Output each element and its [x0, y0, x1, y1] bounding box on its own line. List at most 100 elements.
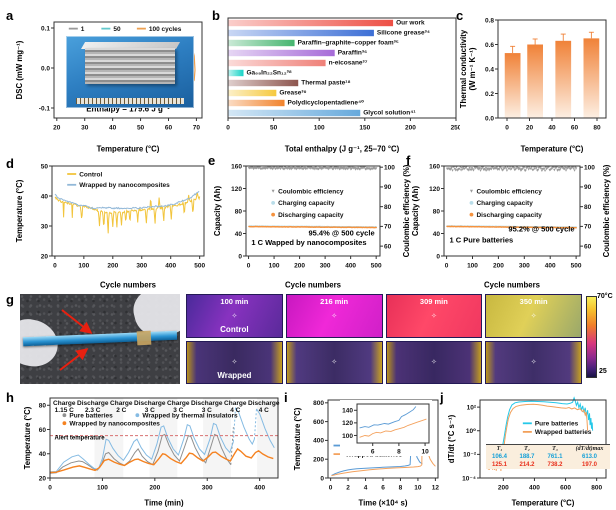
- y-axis-label: Temperature (°C): [15, 179, 24, 242]
- y-tick-label: 10⁻²: [463, 452, 477, 459]
- pt: [508, 167, 511, 171]
- legend-label: Discharging capacity: [278, 212, 344, 219]
- thermal-image-control-3: 350 min ✧: [485, 294, 582, 338]
- x-tick-label: 20: [526, 125, 534, 132]
- x-tick-label: 60: [165, 125, 173, 132]
- pt: [500, 167, 503, 170]
- pt: [461, 168, 464, 171]
- x-tick-label: 200: [493, 263, 504, 270]
- rate-label: 4 C: [259, 407, 269, 414]
- phase-label: Charge: [53, 400, 76, 407]
- x-tick-label: 50: [137, 125, 145, 132]
- bar-label: n-eicosane³⁷: [329, 60, 368, 67]
- pt: [574, 167, 578, 170]
- pt: [458, 167, 461, 171]
- x-tick-label: 50: [270, 125, 278, 132]
- x-axis-label: Temperature (°C): [97, 145, 160, 154]
- pt: [459, 169, 463, 172]
- phase-label: Discharge: [248, 400, 280, 407]
- pt: [526, 166, 530, 169]
- y-tick-label: 10⁰: [466, 428, 476, 435]
- pt: [567, 166, 571, 169]
- pt: [455, 166, 458, 169]
- bar-7: [228, 89, 277, 97]
- thermal-image-control-0: 100 min Control ✧: [186, 294, 283, 338]
- y-tick-label: 120: [429, 186, 440, 193]
- y2-tick-label: 70: [584, 224, 592, 231]
- y-tick-label: 160: [231, 163, 242, 170]
- legend-swatch: [67, 183, 77, 186]
- pt: [452, 165, 456, 169]
- pt: [530, 166, 534, 169]
- annotation: 95.2% @ 500 cycle: [508, 225, 574, 234]
- y2-tick-label: 100: [584, 164, 595, 171]
- legend-label: Wrapped by nanocomposites: [69, 420, 160, 427]
- pt: [491, 165, 495, 169]
- pt: [313, 168, 317, 171]
- x-tick-label: 400: [345, 263, 356, 270]
- x-tick-label: 300: [136, 263, 147, 270]
- series-wrapped-batteries-inset: [359, 418, 427, 438]
- x-axis-label: Total enthalpy (J g⁻¹, 25–70 °C): [285, 145, 400, 154]
- x-tick-label: 80: [593, 125, 601, 132]
- pt: [510, 167, 513, 171]
- y-tick-label: 40: [433, 231, 441, 238]
- bar-6: [228, 79, 299, 87]
- y-tick-label: 0.8: [485, 17, 494, 24]
- x-axis-label: Cycle numbers: [100, 281, 157, 290]
- x-tick-label: 20: [53, 125, 61, 132]
- x-tick-label: 100: [97, 485, 108, 492]
- bar-label: Paraffin³⁶: [338, 50, 367, 57]
- y-tick-label: 100: [342, 433, 353, 440]
- legend-swatch: [135, 413, 140, 418]
- series-pure-batteries: [487, 396, 594, 456]
- bar-label: Our work: [396, 20, 425, 27]
- x-tick-label: 800: [591, 485, 602, 492]
- bar-8: [228, 99, 285, 107]
- panel-label-e: e: [208, 153, 216, 168]
- y-tick-label: 0.4: [485, 66, 494, 73]
- x-axis-label: Temperature (°C): [512, 499, 575, 508]
- rate-cycling-temperature-chart: 0 100 200 300 400 20 40 60 80 Time (min) Temperatu…: [22, 392, 284, 508]
- time-label: 216 min: [320, 297, 349, 306]
- pt: [278, 166, 281, 169]
- pt: [540, 169, 544, 172]
- y2-tick-label: 60: [584, 243, 592, 250]
- pt: [535, 166, 538, 170]
- x-tick-label: 100: [269, 263, 280, 270]
- y-tick-label: 0: [238, 253, 242, 260]
- plot-frame: [49, 397, 279, 479]
- phase-label: Discharge: [77, 400, 109, 407]
- pt: [450, 166, 453, 170]
- thermal-image-wrapped-1: ✧: [285, 340, 383, 384]
- crosshair-marker: ✧: [430, 312, 437, 320]
- legend-label: 50: [113, 26, 121, 33]
- plot-frame: [51, 165, 205, 257]
- thermal-runaway-inset-chart: 6 8 10 100 120 140: [340, 400, 432, 456]
- series-wrapped-nanocomposites: [49, 447, 274, 474]
- legend-label: Wrapped by nanocomposites: [79, 182, 170, 189]
- y-tick-label: 600: [313, 419, 324, 426]
- bar-5: [228, 69, 244, 77]
- gel-arrow-top: [61, 309, 93, 334]
- time-label: 350 min: [519, 297, 548, 306]
- x-tick-label: 2: [346, 485, 350, 492]
- y-tick-label: 0.0: [41, 65, 50, 72]
- y-tick-label: 20: [41, 253, 49, 260]
- dsc-chart: 20 30 40 50 60 70 0.1 0.0 -0.1 Temperature (°C) DS…: [14, 12, 210, 154]
- series-wrapped-insulators-dash1: [232, 407, 236, 442]
- y-tick-label: 30: [41, 223, 49, 230]
- x-tick-label: 30: [81, 125, 89, 132]
- series-wrapped-insulators-cont2: [256, 408, 275, 448]
- pt: [468, 166, 471, 170]
- pt: [505, 169, 509, 172]
- enthalpy-comparison-chart: Our work Silicone grease³⁴ Paraffin–graphi…: [216, 12, 460, 154]
- panel-label-a: a: [6, 8, 14, 23]
- pcm-block: [85, 47, 175, 84]
- y-tick-label: 50: [41, 163, 49, 170]
- plot-frame: [479, 399, 607, 479]
- x-tick-label: 100: [314, 125, 325, 132]
- pt: [573, 169, 576, 172]
- y-tick-label: 80: [39, 403, 47, 410]
- table-value: 214.2: [519, 462, 535, 468]
